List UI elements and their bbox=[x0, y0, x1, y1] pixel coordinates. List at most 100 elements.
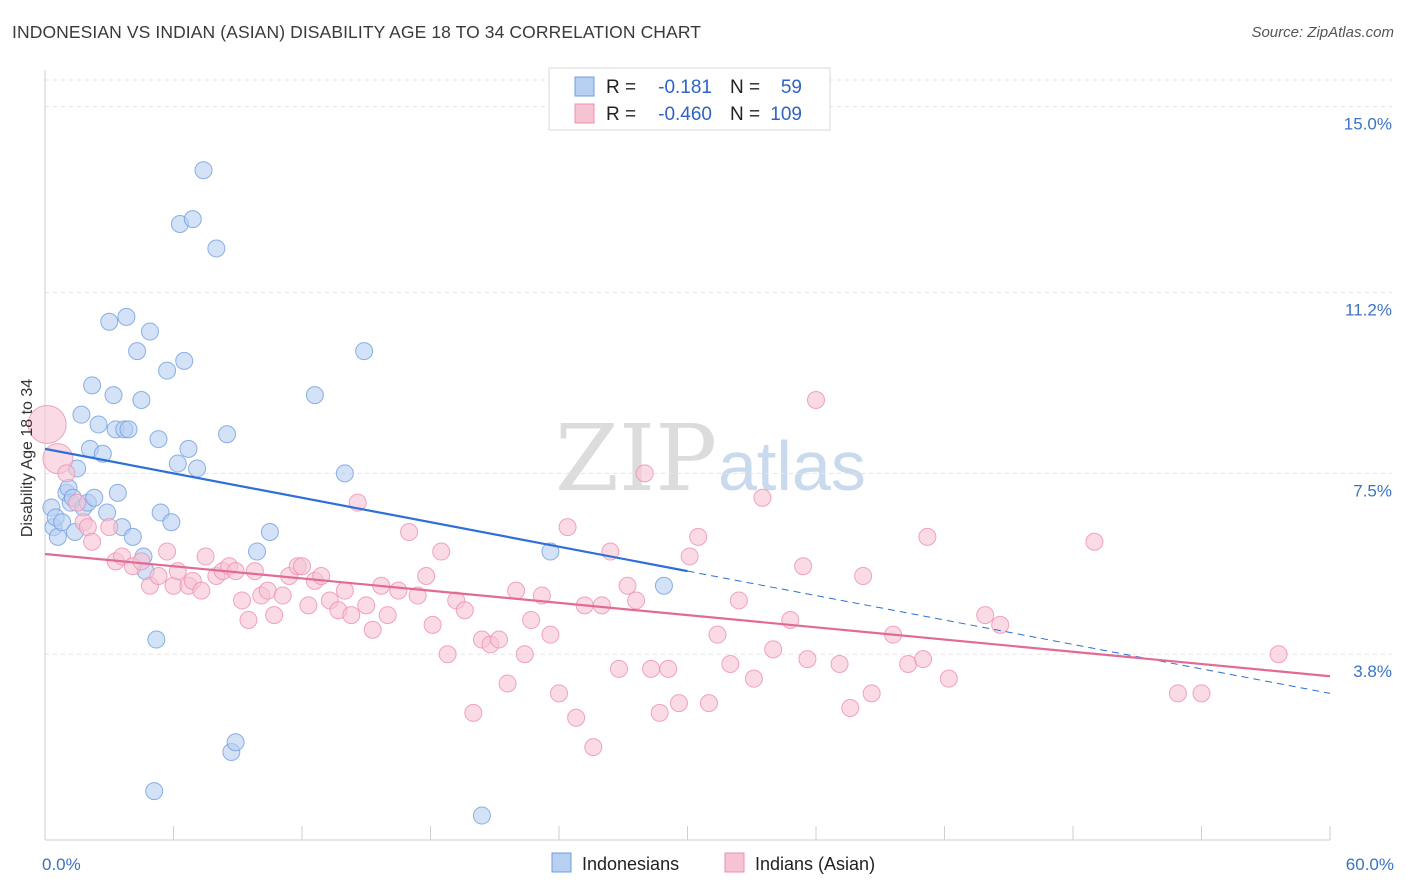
data-point bbox=[635, 464, 654, 483]
data-point bbox=[650, 703, 669, 722]
data-point bbox=[196, 547, 215, 566]
data-point bbox=[642, 659, 661, 678]
data-point bbox=[342, 606, 361, 625]
data-point bbox=[168, 454, 187, 473]
data-point bbox=[335, 581, 354, 600]
data-point bbox=[89, 415, 108, 434]
data-point bbox=[132, 552, 151, 571]
gridlines: 3.8% 7.5% 11.2% 15.0% bbox=[45, 79, 1392, 681]
data-point bbox=[899, 655, 918, 673]
legend-r-label-2: R = bbox=[606, 104, 636, 125]
data-point bbox=[258, 581, 277, 600]
data-point bbox=[293, 557, 311, 576]
trend-lines bbox=[44, 447, 1331, 694]
data-point bbox=[128, 342, 147, 361]
data-point bbox=[550, 684, 568, 703]
data-point bbox=[233, 591, 252, 610]
data-point bbox=[464, 703, 483, 722]
data-point bbox=[669, 694, 688, 713]
data-point bbox=[83, 376, 102, 395]
data-point bbox=[147, 630, 166, 649]
data-point bbox=[149, 430, 168, 449]
data-point bbox=[207, 239, 226, 258]
bottom-legend-label-indians: Indians (Asian) bbox=[755, 854, 875, 874]
y-tick-label: 11.2% bbox=[1345, 300, 1392, 319]
data-point bbox=[1269, 645, 1288, 664]
data-point bbox=[389, 581, 408, 600]
data-point bbox=[472, 806, 491, 825]
legend-swatch-indians bbox=[574, 103, 595, 124]
data-point bbox=[149, 567, 168, 585]
data-point bbox=[541, 542, 560, 561]
legend-r-value-2: -0.460 bbox=[658, 104, 712, 125]
data-point bbox=[355, 342, 374, 361]
data-point bbox=[53, 513, 72, 532]
data-point bbox=[976, 606, 995, 625]
legend-n-value-2: 109 bbox=[770, 104, 802, 125]
data-point bbox=[158, 361, 177, 380]
data-point bbox=[312, 567, 331, 585]
data-point bbox=[939, 669, 958, 688]
data-point bbox=[104, 386, 123, 405]
data-point bbox=[798, 650, 817, 669]
data-point bbox=[83, 532, 102, 551]
data-point bbox=[248, 542, 267, 561]
data-point bbox=[408, 586, 427, 605]
data-point bbox=[438, 645, 457, 664]
x-tick-label-start: 0.0% bbox=[42, 855, 81, 874]
data-point bbox=[305, 386, 324, 405]
data-point bbox=[400, 523, 419, 541]
data-point bbox=[522, 611, 541, 629]
data-point bbox=[226, 733, 245, 752]
y-tick-label: 3.8% bbox=[1353, 662, 1392, 681]
data-point bbox=[654, 576, 673, 595]
data-point bbox=[854, 567, 873, 585]
data-point bbox=[609, 659, 628, 678]
data-point bbox=[498, 674, 517, 693]
data-point bbox=[862, 684, 881, 703]
data-point bbox=[363, 620, 382, 639]
data-point bbox=[260, 523, 279, 541]
axes: 0.0% 60.0% bbox=[42, 70, 1394, 874]
data-point bbox=[158, 542, 177, 561]
x-tick-label-end: 60.0% bbox=[1346, 855, 1394, 874]
data-point bbox=[794, 557, 813, 576]
source-credit: Source: ZipAtlas.com bbox=[1251, 24, 1394, 41]
data-point bbox=[991, 615, 1010, 634]
data-point bbox=[299, 596, 318, 615]
data-point bbox=[680, 547, 699, 566]
data-point bbox=[627, 591, 646, 610]
data-point bbox=[188, 459, 207, 478]
legend-swatch-indonesians bbox=[574, 76, 595, 97]
data-point bbox=[192, 581, 211, 600]
bottom-legend-swatch-indians bbox=[724, 852, 745, 873]
trend-line-indians bbox=[44, 552, 1331, 678]
chart-title: INDONESIAN VS INDIAN (ASIAN) DISABILITY … bbox=[12, 22, 702, 42]
data-point bbox=[490, 630, 509, 649]
data-point bbox=[455, 601, 474, 620]
data-point bbox=[507, 581, 526, 600]
data-point bbox=[699, 694, 718, 713]
data-point bbox=[659, 659, 678, 678]
trend-line-indonesians bbox=[44, 447, 688, 573]
data-point bbox=[72, 405, 91, 424]
data-point bbox=[567, 708, 586, 727]
data-point bbox=[145, 782, 164, 801]
data-point bbox=[162, 513, 181, 532]
data-point bbox=[335, 464, 354, 483]
data-point bbox=[729, 591, 748, 610]
data-point bbox=[245, 562, 264, 581]
data-point bbox=[558, 518, 577, 537]
watermark-zip: ZIP bbox=[555, 405, 717, 512]
legend-n-value-1: 59 bbox=[781, 77, 802, 98]
data-point bbox=[179, 439, 198, 458]
data-point bbox=[175, 351, 194, 370]
data-point bbox=[618, 576, 637, 595]
data-point bbox=[183, 210, 202, 229]
legend-r-value-1: -0.181 bbox=[658, 77, 712, 98]
legend-n-label-2: N = bbox=[730, 104, 760, 125]
data-point bbox=[721, 655, 740, 673]
data-point bbox=[515, 645, 534, 664]
data-point bbox=[194, 161, 213, 180]
